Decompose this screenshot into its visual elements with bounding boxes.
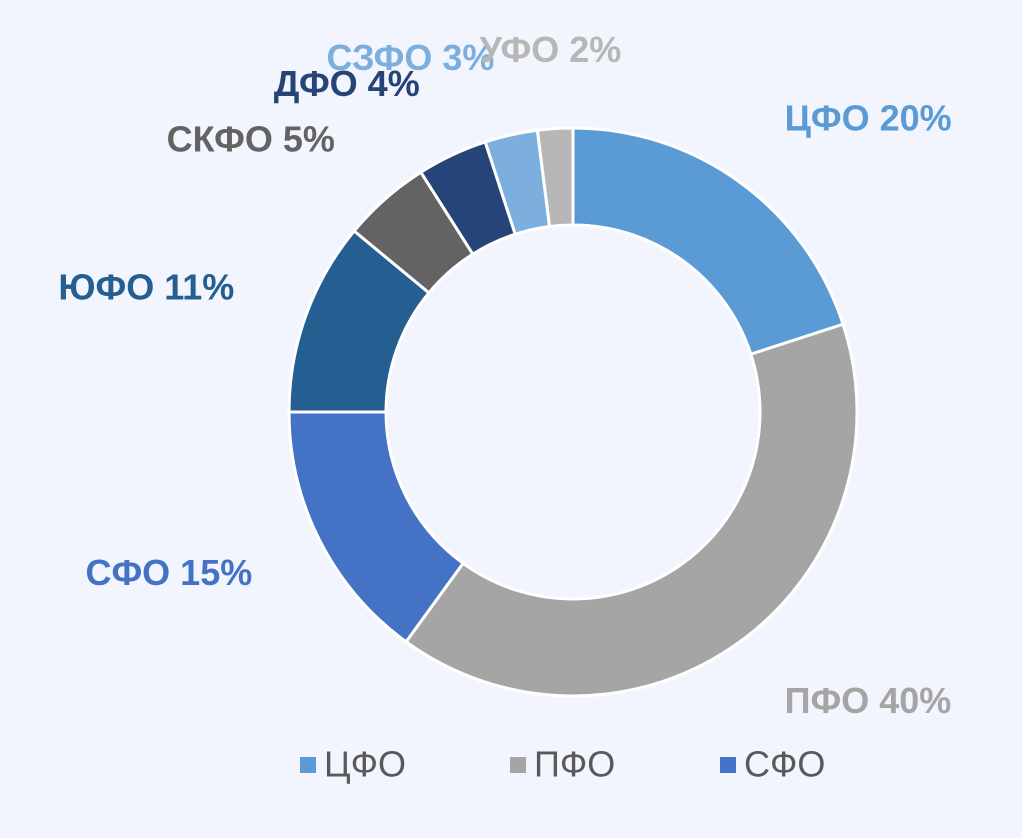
slice xyxy=(535,126,575,229)
legend-label: ПФО xyxy=(534,744,615,785)
data-label: ДФО 4% xyxy=(274,63,420,104)
data-label: ЮФО 11% xyxy=(58,267,234,308)
data-label: СФО 15% xyxy=(85,552,252,593)
legend-swatch xyxy=(510,757,526,773)
legend-label: ЦФО xyxy=(324,744,406,785)
data-label: СЗФО 3% xyxy=(327,37,495,78)
legend-swatch xyxy=(300,757,316,773)
data-label: УФО 2% xyxy=(479,29,621,70)
data-label: ЦФО 20% xyxy=(785,97,952,138)
legend-label: СФО xyxy=(744,744,825,785)
legend-swatch xyxy=(720,757,736,773)
slice xyxy=(571,126,845,357)
data-label: ПФО 40% xyxy=(785,680,952,721)
slice xyxy=(403,322,859,698)
data-label: СКФО 5% xyxy=(167,118,335,159)
